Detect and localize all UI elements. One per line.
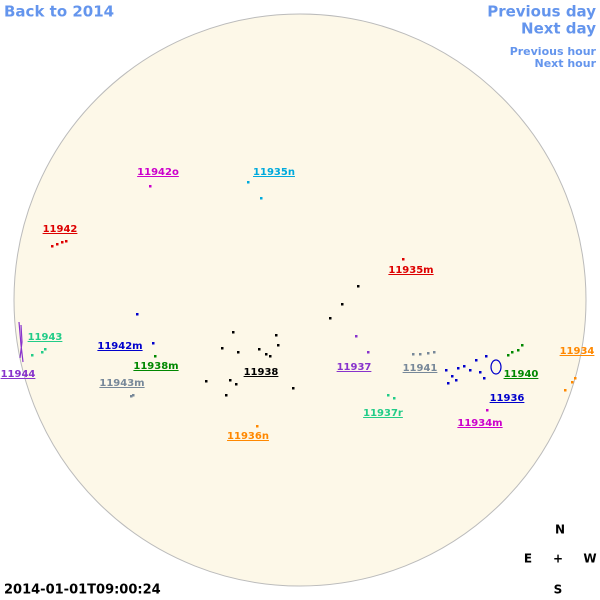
back-link[interactable]: Back to 2014 [4,3,114,21]
sunspot [463,365,466,368]
previous-hour-link[interactable]: Previous hour [510,45,597,58]
compass-east: E [524,552,532,566]
region-label[interactable]: 11935n [253,167,295,178]
sunspot [235,383,238,386]
sunspot [387,394,390,397]
region-label[interactable]: 11936n [227,431,269,442]
region-label[interactable]: 11944 [1,369,36,380]
next-day-link[interactable]: Next day [521,20,596,38]
sunspot [130,395,133,398]
sunspot [457,367,460,370]
region-label[interactable]: 11943 [28,332,63,343]
sunspot [256,425,259,428]
sunspot [277,344,280,347]
sunspot [447,382,450,385]
sunspot [136,313,139,316]
sunspot [265,353,268,356]
region-label[interactable]: 11938 [244,367,279,378]
region-label[interactable]: 11943m [99,378,144,389]
region-label[interactable]: 11937 [337,362,372,373]
sunspot [269,355,272,358]
sunspot [258,348,261,351]
sunspot [232,331,235,334]
sunspot [205,380,208,383]
sunspot [483,377,486,380]
sunspot [355,335,358,338]
sunspot [393,397,396,400]
sunspot [132,394,135,397]
sunspot [341,303,344,306]
region-label[interactable]: 11942o [137,167,179,178]
previous-day-link[interactable]: Previous day [487,3,596,21]
sunspot [486,409,489,412]
sunspot [152,342,155,345]
sunspot [427,352,430,355]
sunspot [479,371,482,374]
region-label[interactable]: 11934m [457,418,502,429]
sunspot [65,240,68,243]
sunspot [149,185,152,188]
region-label[interactable]: 11940 [504,369,539,380]
sunspot [455,379,458,382]
sunspot [44,348,47,351]
sunspot [31,354,34,357]
sunspot [469,369,472,372]
sunspot [511,351,514,354]
sunspot [154,355,157,358]
sunspot [475,359,478,362]
sunspot [507,354,510,357]
region-label[interactable]: 11942m [97,341,142,352]
compass-north: N [555,523,565,537]
sunspot [451,375,454,378]
compass-south: S [554,583,563,597]
sunspot [412,353,415,356]
sunspot [521,344,524,347]
sunspot [56,243,59,246]
next-hour-link[interactable]: Next hour [535,57,597,70]
sunspot [51,245,54,248]
timestamp: 2014-01-01T09:00:24 [4,583,161,598]
sunspot [221,347,224,350]
sunspot [237,351,240,354]
sunspot [229,379,232,382]
sunspot [433,351,436,354]
sunspot [517,349,520,352]
compass-west: W [583,552,596,566]
sunspot [329,317,332,320]
sunspot [225,394,228,397]
sunspot-group [18,321,24,363]
sunspot [292,387,295,390]
sunspot [260,197,263,200]
sunspot [367,351,370,354]
sunspot [419,353,422,356]
region-label[interactable]: 11936 [490,393,525,404]
region-label[interactable]: 11938m [133,361,178,372]
sunspot [571,381,574,384]
region-label[interactable]: 11942 [43,224,78,235]
compass-center: + [553,552,563,566]
sunspot [247,181,250,184]
region-label[interactable]: 11935m [388,265,433,276]
region-label[interactable]: 11941 [403,363,438,374]
sunspot [41,351,44,354]
sunspot [357,285,360,288]
region-label[interactable]: 11934 [560,346,595,357]
sunspot [275,334,278,337]
sunspot-group [490,359,502,375]
sunspot [402,258,405,261]
sunspot [574,377,577,380]
sunspot [61,241,64,244]
sunspot [564,389,567,392]
solar-disk [13,13,587,587]
sunspot [485,355,488,358]
sunspot [445,369,448,372]
region-label[interactable]: 11937r [363,408,403,419]
